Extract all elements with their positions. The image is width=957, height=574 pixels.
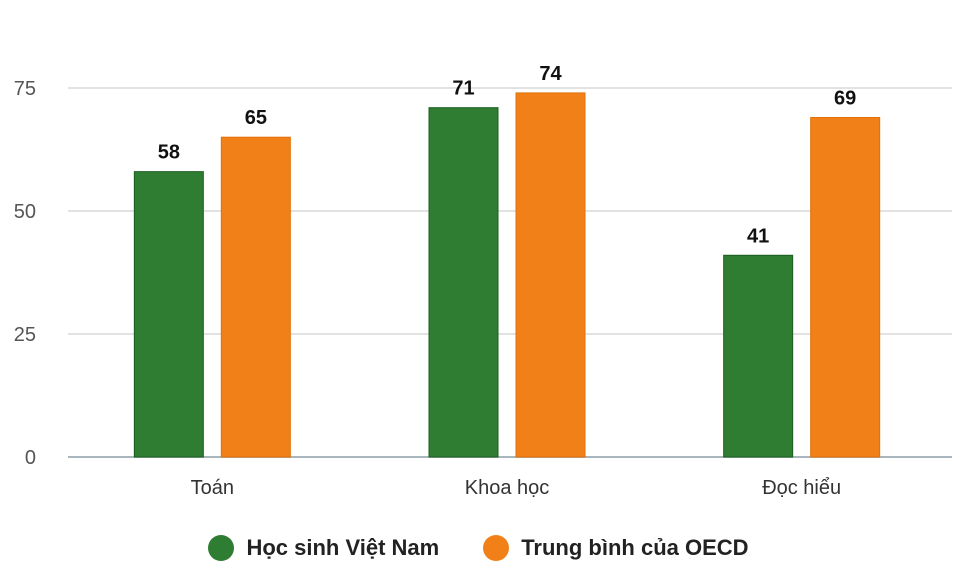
legend-item-oecd[interactable]: Trung bình của OECD: [483, 535, 749, 561]
data-label: 71: [452, 78, 474, 100]
bar-oecd-0[interactable]: [220, 136, 291, 458]
bar-oecd-1[interactable]: [515, 92, 586, 458]
x-tick-label: Toán: [191, 477, 234, 499]
bar-oecd-2[interactable]: [810, 117, 881, 458]
bar-vietnam-2[interactable]: [723, 254, 794, 458]
y-tick-label: 0: [25, 447, 36, 469]
data-label: 58: [158, 142, 180, 164]
legend-marker-vietnam: [208, 535, 235, 561]
grid-lines: [68, 87, 952, 458]
bar-vietnam-1[interactable]: [428, 107, 499, 458]
legend: Học sinh Việt Nam Trung bình của OECD: [0, 528, 957, 568]
x-tick-label: Đọc hiểu: [762, 477, 841, 499]
legend-label-oecd: Trung bình của OECD: [521, 535, 749, 560]
y-tick-label: 75: [14, 78, 36, 100]
x-axis: Toán Khoa học Đọc hiểu: [191, 477, 841, 499]
data-label: 65: [245, 107, 267, 129]
x-tick-label: Khoa học: [465, 477, 550, 499]
data-labels: 58 65 71 74 41 69: [158, 63, 857, 247]
bars: [133, 92, 881, 458]
y-axis: 0 25 50 75: [14, 78, 36, 469]
data-label: 41: [747, 225, 769, 247]
bar-vietnam-0[interactable]: [133, 171, 204, 458]
y-tick-label: 50: [14, 201, 36, 223]
legend-label-vietnam: Học sinh Việt Nam: [246, 535, 440, 560]
y-tick-label: 25: [14, 324, 36, 346]
data-label: 69: [834, 88, 856, 110]
legend-marker-oecd: [483, 535, 510, 561]
legend-item-vietnam[interactable]: Học sinh Việt Nam: [208, 535, 439, 561]
data-label: 74: [539, 63, 562, 85]
